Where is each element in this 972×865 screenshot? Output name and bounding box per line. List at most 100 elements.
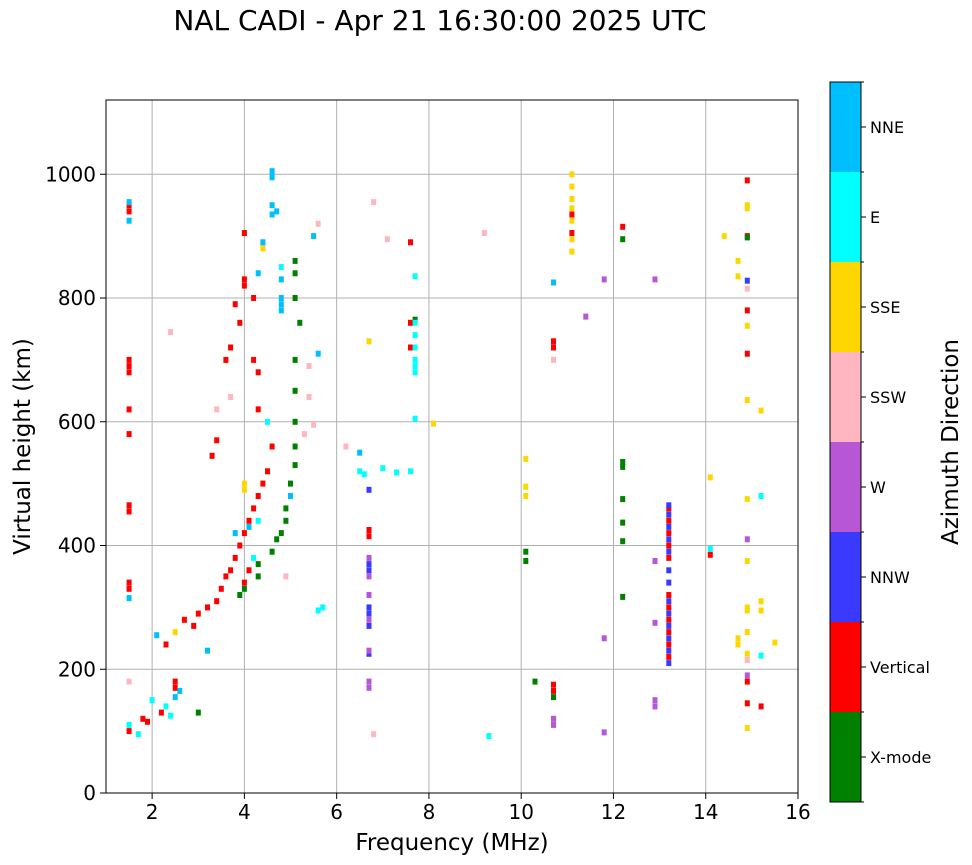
data-point-sse <box>260 245 266 252</box>
colorbar-label-title: Azimuth Direction <box>938 339 964 545</box>
data-point-x-mode <box>241 585 247 592</box>
data-point-x-mode <box>292 443 298 450</box>
data-point-x-mode <box>620 236 626 243</box>
data-point-vertical <box>246 567 252 574</box>
data-point-ssw <box>311 421 317 428</box>
data-point-ssw <box>283 573 289 580</box>
data-point-nne <box>269 211 275 218</box>
data-point-x-mode <box>620 496 626 503</box>
data-point-x-mode <box>292 387 298 394</box>
data-point-nne <box>126 595 132 602</box>
data-point-sse <box>744 496 750 503</box>
x-tick-label: 10 <box>508 800 533 824</box>
data-point-sse <box>172 629 178 636</box>
colorbar-label: SSW <box>870 388 906 407</box>
data-point-ssw <box>214 406 220 413</box>
data-point-nnw <box>666 610 672 617</box>
colorbar-label: NNE <box>870 118 904 137</box>
data-point-nnw <box>666 536 672 543</box>
data-point-nnw <box>666 598 672 605</box>
data-point-e <box>320 604 326 611</box>
data-point-vertical <box>269 443 275 450</box>
data-point-w <box>601 729 607 736</box>
data-point-nne <box>232 530 238 537</box>
colorbar-label: E <box>870 208 880 227</box>
data-point-ssw <box>306 363 312 370</box>
data-point-sse <box>758 598 764 605</box>
data-point-vertical <box>163 641 169 648</box>
data-point-vertical <box>140 715 146 722</box>
data-point-vertical <box>126 356 132 363</box>
data-point-sse <box>744 725 750 731</box>
data-point-vertical <box>223 356 229 363</box>
data-point-sse <box>744 607 750 614</box>
data-point-vertical <box>758 703 764 710</box>
data-point-vertical <box>666 629 672 636</box>
data-point-e <box>163 703 169 710</box>
colorbar-label: X-mode <box>870 748 931 767</box>
data-point-vertical <box>666 554 672 561</box>
x-tick-label: 4 <box>238 800 251 824</box>
x-tick-label: 14 <box>693 800 718 824</box>
data-point-e <box>758 493 764 499</box>
data-point-e <box>412 319 418 326</box>
data-point-vertical <box>666 517 672 524</box>
data-point-nne <box>278 295 284 301</box>
data-point-e <box>394 469 400 476</box>
data-point-vertical <box>126 508 132 515</box>
data-point-x-mode <box>237 592 243 598</box>
y-tick-label: 600 <box>58 410 96 434</box>
data-point-sse <box>569 248 575 255</box>
data-point-nne <box>269 202 275 209</box>
data-point-vertical <box>241 579 247 586</box>
data-point-sse <box>241 480 247 487</box>
data-point-vertical <box>551 344 556 351</box>
data-point-x-mode <box>283 505 289 512</box>
data-point-ssw <box>371 199 377 206</box>
data-point-vertical <box>126 585 132 592</box>
data-point-vertical <box>666 604 672 611</box>
colorbar-segment-nne <box>830 82 861 172</box>
plot-frame <box>105 99 799 794</box>
colorbar-label: Vertical <box>870 658 930 677</box>
data-point-e <box>412 356 418 363</box>
data-point-vertical <box>241 276 247 283</box>
data-point-e <box>357 468 363 475</box>
data-point-x-mode <box>292 462 298 469</box>
data-point-nne <box>177 687 183 694</box>
data-point-nne <box>172 694 178 701</box>
data-point-e <box>149 697 155 704</box>
data-point-vertical <box>126 363 132 370</box>
data-point-nne <box>288 493 293 499</box>
data-point-vertical <box>366 527 372 533</box>
data-point-vertical <box>228 344 234 351</box>
data-point-vertical <box>666 641 672 648</box>
data-point-e <box>412 332 418 339</box>
data-point-x-mode <box>269 548 275 555</box>
data-point-nne <box>357 449 363 456</box>
data-point-nnw <box>366 622 372 629</box>
data-point-x-mode <box>744 234 750 241</box>
data-point-e <box>251 554 257 561</box>
data-point-vertical <box>172 678 178 685</box>
data-point-nne <box>126 217 132 224</box>
data-point-vertical <box>744 678 750 685</box>
data-point-vertical <box>195 610 201 617</box>
data-point-e <box>412 363 418 370</box>
data-point-vertical <box>126 369 132 376</box>
data-point-vertical <box>251 505 257 512</box>
data-point-w <box>652 697 658 704</box>
data-point-vertical <box>408 319 413 326</box>
data-point-vertical <box>551 687 556 694</box>
data-point-sse <box>744 650 750 657</box>
data-point-vertical <box>209 452 215 459</box>
data-point-nnw <box>666 502 672 509</box>
data-point-w <box>583 313 589 320</box>
data-point-sse <box>431 420 436 427</box>
data-point-nne <box>126 199 132 206</box>
x-tick-label: 8 <box>423 800 436 824</box>
data-point-ssw <box>384 236 390 243</box>
data-point-vertical <box>620 223 626 230</box>
data-point-vertical <box>569 211 575 218</box>
